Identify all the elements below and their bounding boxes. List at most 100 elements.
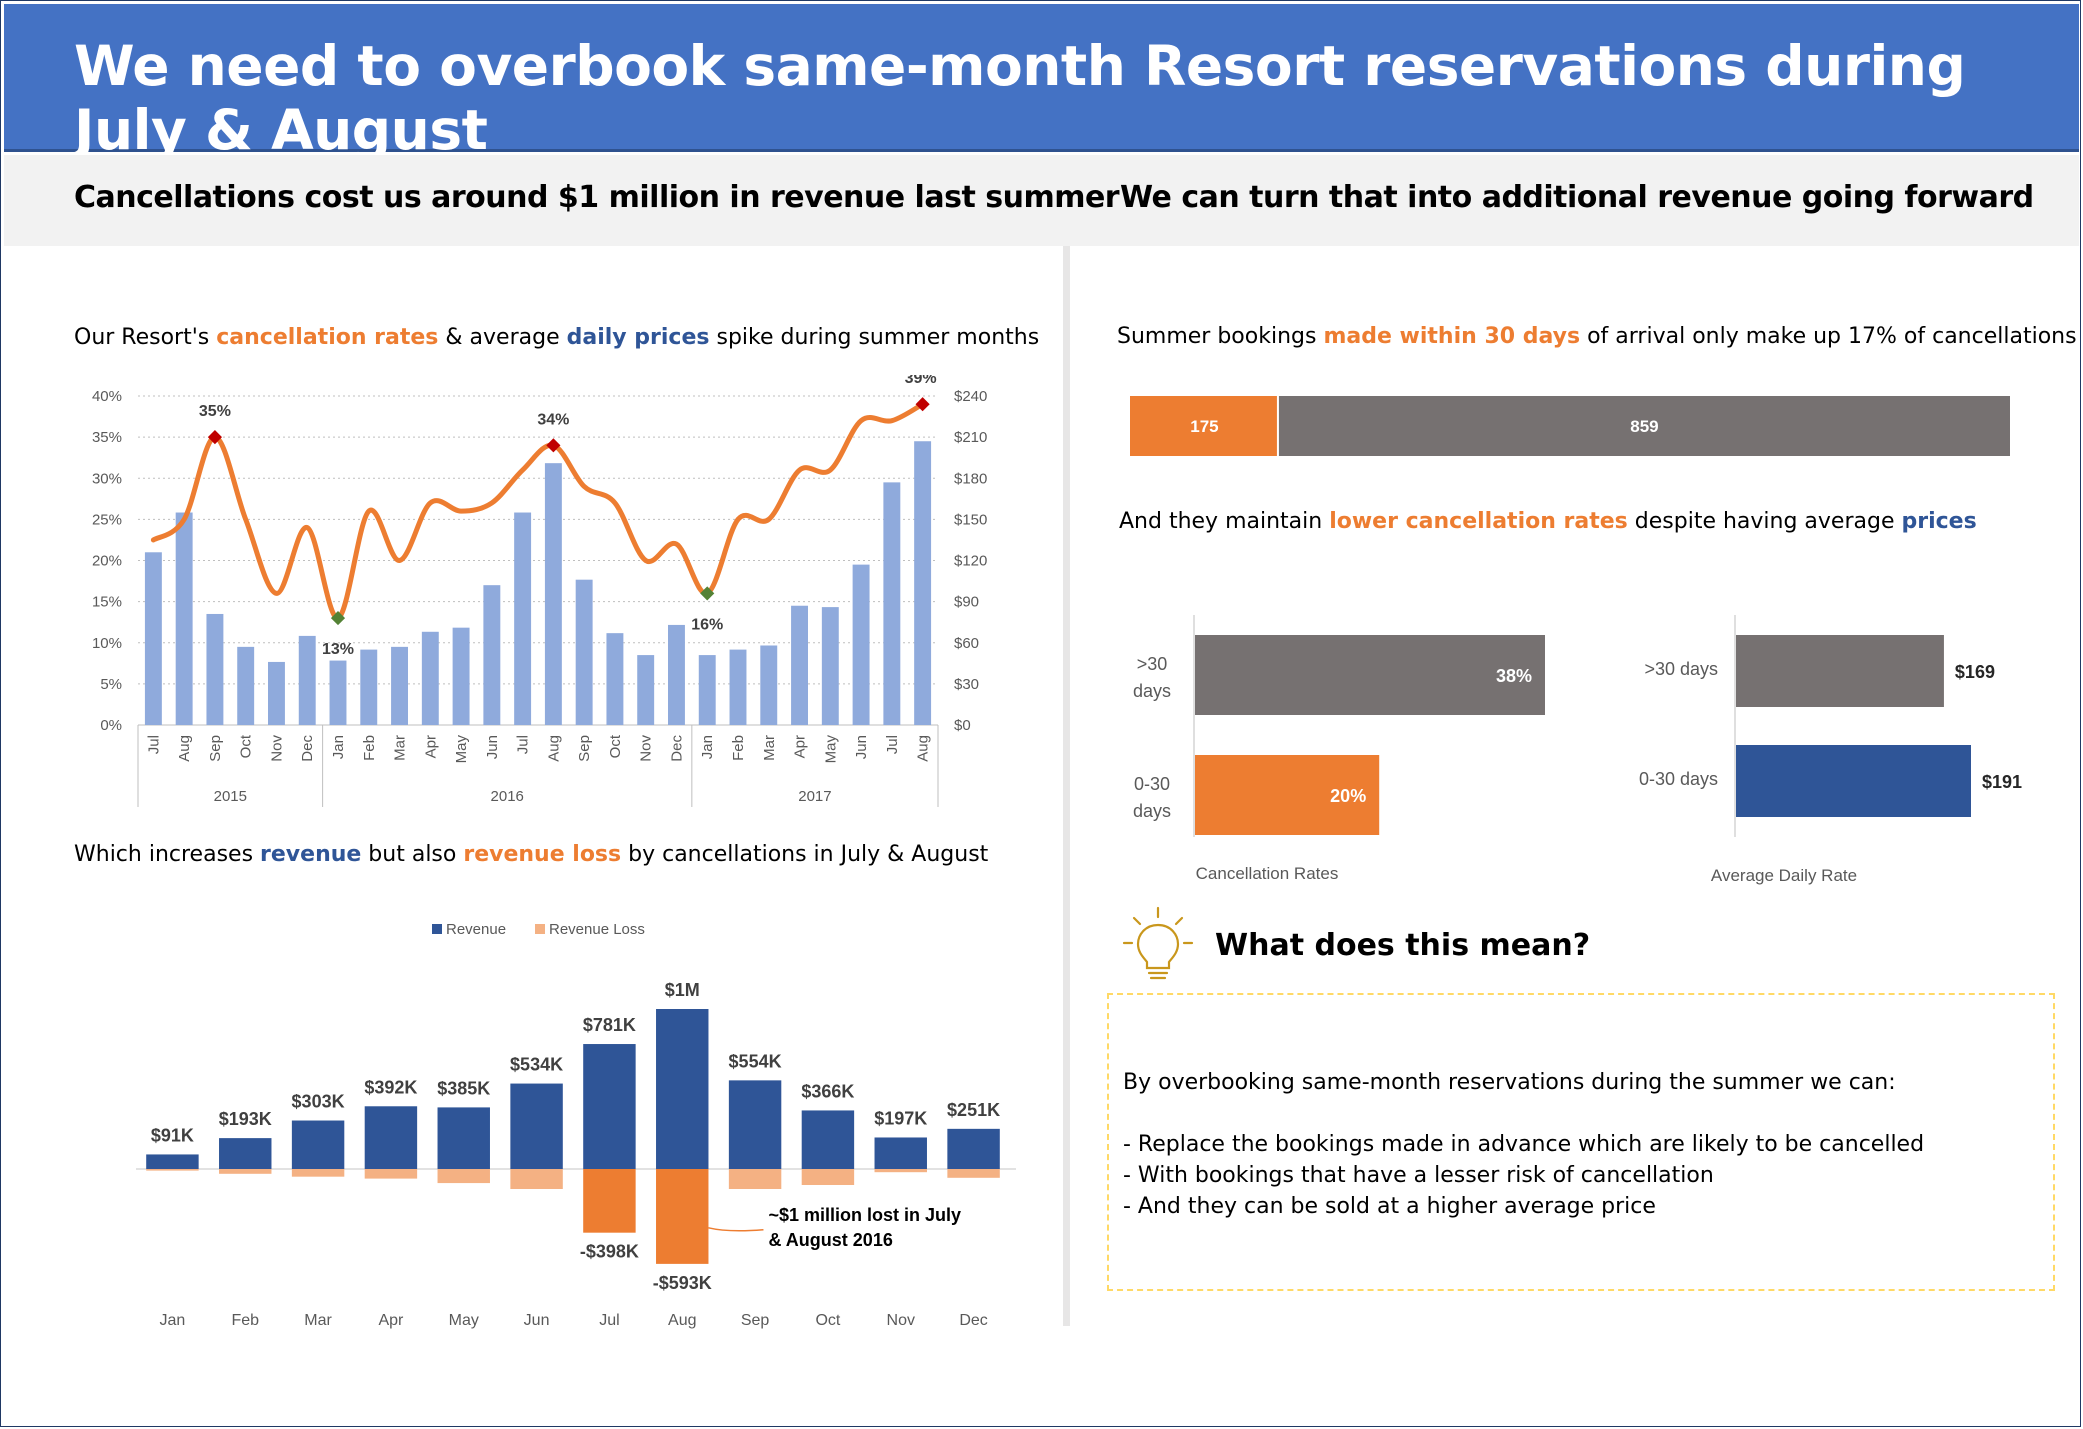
loss-value-label: -$593K bbox=[653, 1273, 712, 1293]
right-axis-tick-label: $210 bbox=[954, 429, 987, 446]
month-tick-label: Dec bbox=[668, 735, 685, 762]
subtitle-highlight-prices: daily prices bbox=[566, 325, 710, 350]
right-axis-tick-label: $60 bbox=[954, 635, 979, 652]
subtitle-text: Which increases bbox=[74, 842, 261, 867]
page-title: We need to overbook same-month Resort re… bbox=[74, 34, 1966, 162]
price-bar bbox=[175, 512, 193, 725]
revenue-bar bbox=[364, 1106, 418, 1169]
within-30-days-segment bbox=[1130, 396, 1277, 456]
right-axis-tick-label: $120 bbox=[954, 553, 987, 570]
price-bar bbox=[391, 646, 408, 725]
loss-value-label: -$398K bbox=[580, 1242, 639, 1262]
segment-value-label: 859 bbox=[1630, 417, 1658, 436]
revenue-bar bbox=[656, 1009, 709, 1169]
meaning-point: - With bookings that have a lesser risk … bbox=[1123, 1163, 1714, 1188]
callout-text: & August 2016 bbox=[768, 1230, 892, 1250]
rate-annotation-label: 39% bbox=[905, 375, 937, 387]
price-bar bbox=[729, 649, 747, 725]
subtitle-highlight-cancellation: cancellation rates bbox=[216, 325, 439, 350]
month-tick-label: Oct bbox=[238, 734, 255, 758]
revenue-value-label: $366K bbox=[801, 1081, 854, 1101]
price-bar bbox=[514, 512, 532, 725]
year-label: 2016 bbox=[491, 788, 524, 805]
revenue-value-label: $197K bbox=[874, 1108, 927, 1128]
price-bar bbox=[421, 631, 439, 725]
subtitle-text: Summer bookings bbox=[1117, 324, 1324, 349]
cancellation-rate-price-chart: 40% 35% 30% 25% 20% 15% 10% 5% 0% $240 $210 $180 $15… bbox=[92, 375, 987, 807]
subtitle-text: Our Resort's bbox=[74, 325, 217, 350]
month-tick-label: May bbox=[449, 1312, 479, 1329]
price-bar bbox=[329, 660, 347, 725]
right-heading: We can turn that into additional revenue… bbox=[1120, 180, 2034, 215]
segment-value-label: 175 bbox=[1190, 417, 1218, 436]
subtitle-text: despite having average bbox=[1627, 509, 1902, 534]
left-axis-tick-label: 40% bbox=[92, 388, 122, 405]
price-bar bbox=[698, 655, 716, 725]
month-tick-label: Dec bbox=[959, 1312, 987, 1329]
month-tick-label: Nov bbox=[887, 1312, 915, 1329]
left-axis-tick-label: 25% bbox=[92, 511, 122, 528]
category-label: 0-30 days bbox=[1639, 769, 1718, 789]
revenue-value-label: $251K bbox=[947, 1100, 1000, 1120]
revenue-loss-chart: Revenue Revenue Loss $91K Jan $193K Feb $303K M… bbox=[136, 921, 1016, 1329]
legend-label-revenue: Revenue bbox=[446, 921, 506, 938]
month-tick-label: Sep bbox=[207, 735, 224, 762]
comparison-subtitle: And they maintain lower cancellation rat… bbox=[1119, 509, 1977, 534]
subtitle-text: & average bbox=[438, 325, 567, 350]
column-divider bbox=[1063, 246, 1070, 1326]
legend-swatch-revenue bbox=[432, 924, 442, 934]
price-bar bbox=[760, 645, 778, 725]
category-label: >30 bbox=[1137, 654, 1168, 674]
category-label: days bbox=[1133, 801, 1171, 821]
revenue-loss-bar bbox=[510, 1169, 563, 1189]
category-label: 0-30 bbox=[1134, 774, 1170, 794]
lightbulb-icon bbox=[1122, 906, 1194, 980]
revenue-loss-bar bbox=[364, 1169, 418, 1179]
revenue-value-label: $91K bbox=[151, 1125, 194, 1145]
left-axis-tick-label: 35% bbox=[92, 429, 122, 446]
legend-swatch-loss bbox=[535, 924, 545, 934]
revenue-bar bbox=[874, 1137, 927, 1169]
revenue-value-label: $554K bbox=[729, 1051, 782, 1071]
subtitle-text: by cancellations in July & August bbox=[621, 842, 989, 867]
price-bar bbox=[606, 633, 624, 725]
revenue-loss-bar bbox=[219, 1169, 272, 1174]
subtitle-text: spike during summer months bbox=[709, 325, 1040, 350]
price-bar bbox=[575, 579, 593, 725]
month-tick-label: Aug bbox=[545, 735, 562, 762]
revenue-value-label: $303K bbox=[292, 1092, 345, 1112]
price-bar bbox=[144, 552, 162, 725]
month-tick-label: Jan bbox=[699, 735, 716, 759]
price-bar bbox=[914, 441, 932, 725]
month-tick-label: Feb bbox=[361, 735, 378, 761]
month-tick-label: Jun bbox=[853, 735, 870, 759]
subtitle-highlight-rates: lower cancellation rates bbox=[1329, 509, 1628, 534]
price-bar bbox=[452, 627, 470, 725]
month-tick-label: Feb bbox=[730, 735, 747, 761]
subtitle-text: but also bbox=[361, 842, 464, 867]
price-bar bbox=[791, 605, 808, 725]
revenue-value-label: $392K bbox=[364, 1077, 417, 1097]
revenue-value-label: $385K bbox=[437, 1078, 490, 1098]
revenue-loss-bar bbox=[437, 1169, 490, 1184]
year-label: 2017 bbox=[798, 788, 831, 805]
month-tick-label: Aug bbox=[176, 735, 193, 762]
left-axis-tick-label: 30% bbox=[92, 470, 122, 487]
revenue-loss-bar bbox=[583, 1169, 636, 1233]
booking-share-chart: 175 859 bbox=[1130, 396, 2010, 456]
price-bar bbox=[298, 635, 316, 725]
revenue-loss-bar bbox=[874, 1169, 927, 1173]
revenue-value-label: $1M bbox=[665, 980, 700, 1000]
section-header-band: Cancellations cost us around $1 million … bbox=[4, 155, 2079, 246]
daily-rate-bar bbox=[1736, 745, 1971, 817]
peak-marker bbox=[207, 430, 222, 445]
revenue-bar bbox=[219, 1138, 272, 1169]
revenue-bar bbox=[801, 1110, 855, 1169]
revenue-loss-bar bbox=[656, 1169, 709, 1264]
bar-value-label: 38% bbox=[1496, 666, 1532, 686]
month-tick-label: Jul bbox=[515, 735, 532, 754]
revenue-chart-subtitle: Which increases revenue but also revenue… bbox=[74, 842, 988, 867]
revenue-bar bbox=[437, 1107, 490, 1169]
month-tick-label: Nov bbox=[268, 735, 285, 762]
